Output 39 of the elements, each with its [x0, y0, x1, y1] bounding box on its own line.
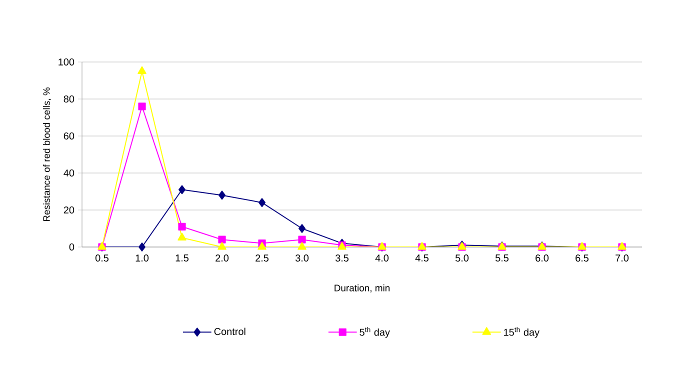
- x-tick-label: 3.0: [295, 254, 309, 262]
- point: [138, 102, 146, 110]
- y-tick-label: 40: [64, 169, 74, 177]
- x-tick-label: 2.0: [216, 254, 229, 262]
- point: [178, 232, 186, 240]
- point: [218, 242, 226, 250]
- x-axis-title: Duration, min: [334, 284, 390, 292]
- x-tick-label: 5.5: [495, 254, 509, 262]
- x-tick-label: 4.5: [415, 254, 429, 262]
- legend-label: 15$^{th}$ day: [504, 327, 540, 338]
- x-tick-label: 5.0: [455, 254, 469, 262]
- y-tick-label: 80: [64, 95, 74, 103]
- x-tick-label: 4.0: [375, 254, 389, 262]
- x-tick-label: 6.0: [536, 254, 549, 262]
- y-tick-label: 0: [69, 243, 74, 251]
- y-tick-label: 60: [64, 132, 74, 140]
- point: [138, 66, 146, 74]
- x-tick-label: 2.5: [256, 254, 269, 262]
- y-tick-label: 20: [64, 206, 74, 214]
- point: [178, 222, 186, 230]
- point: [258, 242, 266, 250]
- x-tick-label: 0.5: [95, 254, 109, 262]
- y-tick-label: 100: [58, 58, 74, 66]
- x-tick-label: 3.5: [335, 254, 349, 262]
- point: [258, 198, 266, 208]
- point: [218, 190, 226, 200]
- x-tick-label: 1.0: [136, 254, 149, 262]
- point: [218, 236, 226, 244]
- y-axis-title: Resistance of red blood cells, %: [42, 88, 52, 222]
- legend-label: 5$^{th}$ day: [360, 327, 390, 338]
- x-tick-label: 6.5: [576, 254, 589, 262]
- point: [298, 224, 306, 233]
- x-tick-label: 1.5: [176, 254, 189, 262]
- legend-label: Control: [214, 328, 246, 336]
- point: [138, 242, 146, 252]
- x-tick-label: 7.0: [616, 254, 629, 262]
- point: [298, 236, 306, 244]
- point: [178, 185, 186, 194]
- point: [298, 242, 306, 250]
